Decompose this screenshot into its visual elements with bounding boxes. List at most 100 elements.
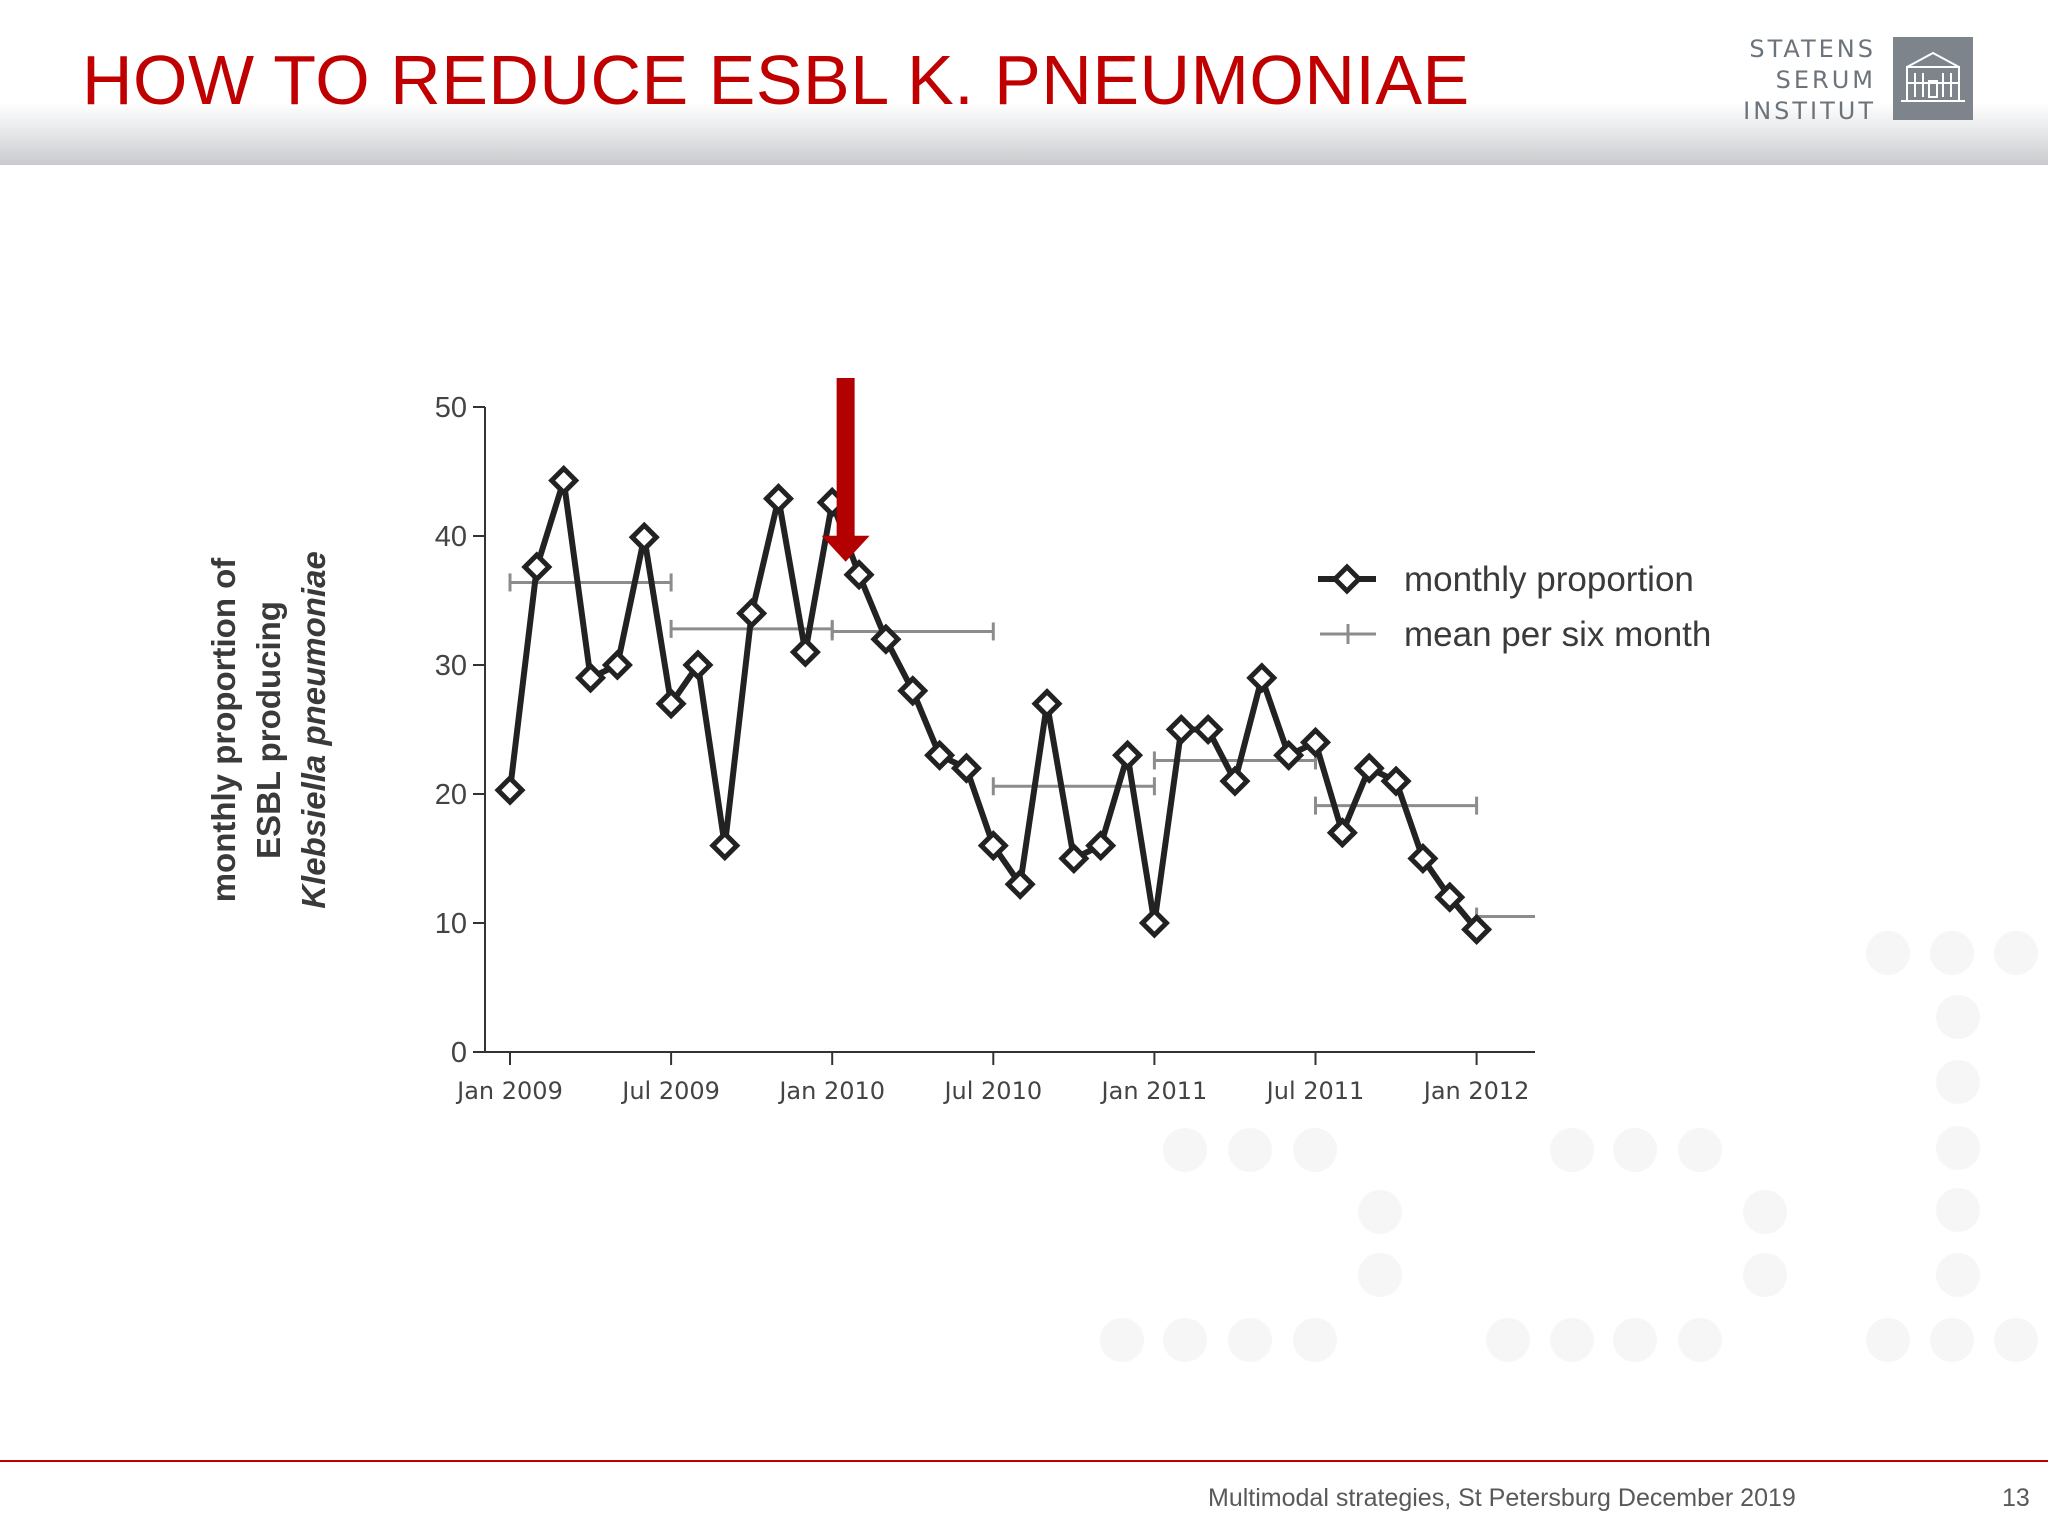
monthly-proportion-point: [897, 675, 929, 707]
monthly-proportion-point: [1434, 881, 1466, 913]
background-dot: [1293, 1128, 1337, 1172]
background-dot: [1936, 995, 1980, 1039]
red-arrow-annotation: [821, 378, 870, 562]
x-tick-label: Jan 2010: [777, 1077, 885, 1105]
monthly-proportion-point: [548, 464, 580, 497]
x-tick-label: Jan 2012: [1422, 1077, 1530, 1105]
monthly-proportion-point: [1407, 842, 1439, 875]
background-dot: [1163, 1318, 1207, 1362]
monthly-proportion-point: [1192, 713, 1224, 746]
mean-segment: [1314, 796, 1479, 815]
monthly-proportion-point: [709, 830, 741, 862]
logo-line-2: SERUM: [1775, 66, 1876, 94]
y-axis-title-line: Klebsiella pneumoniae: [295, 551, 332, 909]
y-tick-label: 10: [435, 908, 467, 940]
monthly-proportion-point: [924, 739, 956, 771]
monthly-proportion-point: [1058, 842, 1090, 875]
monthly-proportion-point: [1299, 726, 1332, 758]
y-tick-label: 30: [435, 650, 467, 682]
building-icon-graphic: [1901, 51, 1965, 102]
mean-segment: [991, 777, 1156, 796]
background-dot: [1743, 1253, 1787, 1297]
legend-entry-monthly: monthly proportion: [1318, 560, 1694, 599]
monthly-proportion-point: [1326, 817, 1358, 849]
background-dot: [1613, 1318, 1657, 1362]
background-dot: [1936, 1253, 1980, 1297]
monthly-proportion-point: [1380, 765, 1412, 797]
background-dot: [1550, 1318, 1594, 1362]
footer-text: Multimodal strategies, St Petersburg Dec…: [1208, 1484, 1796, 1512]
background-dot: [1486, 1318, 1530, 1362]
background-dot: [1163, 1128, 1207, 1172]
monthly-proportion-point: [1004, 868, 1036, 900]
monthly-proportion-point: [1138, 907, 1170, 939]
monthly-proportion-point: [762, 483, 795, 515]
x-tick-label: Jan 2009: [455, 1077, 563, 1105]
monthly-proportion-point: [494, 774, 526, 806]
monthly-proportion-line: [507, 477, 1479, 932]
monthly-proportion-point: [1273, 739, 1305, 771]
monthly-proportion-point: [977, 830, 1009, 862]
logo-line-1: STATENS: [1749, 35, 1876, 63]
x-tick-label: Jul 2011: [1265, 1077, 1365, 1105]
y-tick-label: 20: [435, 779, 467, 811]
background-dot: [1866, 931, 1910, 975]
monthly-proportion-point: [870, 623, 902, 655]
page-number: 13: [2002, 1484, 2030, 1512]
monthly-proportion-point: [575, 662, 607, 694]
monthly-proportion-point: [736, 597, 768, 629]
monthly-proportion-point: [1031, 688, 1063, 720]
monthly-proportion-point: [1112, 739, 1144, 771]
background-dot: [1358, 1253, 1402, 1297]
mean-segment: [830, 622, 995, 641]
red-arrow-shaft: [836, 378, 855, 538]
monthly-proportion-point: [1219, 765, 1251, 797]
footer-divider: [0, 1460, 2048, 1462]
monthly-proportion-point: [843, 559, 875, 591]
background-dot: [1228, 1128, 1272, 1172]
slide-header: HOW TO REDUCE ESBL K. PNEUMONIAE STATENS…: [0, 0, 2048, 165]
x-tick-label: Jan 2011: [1100, 1077, 1208, 1105]
background-dot: [1936, 1126, 1980, 1170]
building-icon: [1893, 37, 1973, 120]
background-dot: [1293, 1318, 1337, 1362]
background-dot: [1613, 1128, 1657, 1172]
legend-label: mean per six month: [1404, 615, 1711, 654]
background-dot: [1228, 1318, 1272, 1362]
background-dot: [1936, 1188, 1980, 1232]
background-dot: [1743, 1190, 1787, 1234]
background-dot: [1866, 1318, 1910, 1362]
y-tick-label: 40: [435, 521, 467, 553]
x-tick-label: Jul 2009: [620, 1077, 720, 1105]
background-dot: [1678, 1128, 1722, 1172]
background-dot: [1994, 1318, 2038, 1362]
slide-title: HOW TO REDUCE ESBL K. PNEUMONIAE: [82, 41, 1470, 119]
background-dot: [1100, 1318, 1144, 1362]
y-axis-title-line: monthly proportion of: [205, 557, 242, 903]
background-dot: [1936, 1060, 1980, 1104]
y-axis-title: monthly proportion of ESBL producing Klebs…: [205, 551, 332, 909]
monthly-proportion-point: [1246, 662, 1278, 694]
monthly-proportion-point: [628, 521, 660, 553]
monthly-proportion-point: [521, 551, 553, 583]
monthly-proportion-point: [1461, 913, 1493, 945]
background-dot: [1358, 1190, 1402, 1234]
logo-line-3: INSTITUT: [1743, 97, 1876, 125]
y-tick-label: 50: [435, 392, 467, 424]
background-dot: [1550, 1128, 1594, 1172]
background-dot: [1994, 931, 2038, 975]
monthly-proportion-point: [655, 688, 687, 720]
monthly-proportion-point: [1165, 713, 1197, 746]
background-dot: [1930, 1318, 1974, 1362]
legend-entry-mean: mean per six month: [1320, 615, 1711, 654]
monthly-proportion-point: [1353, 752, 1385, 784]
red-arrow-head: [821, 535, 870, 562]
monthly-proportion-point: [682, 649, 714, 681]
legend-diamond: [1331, 563, 1363, 595]
logo-text: STATENS SERUM INSTITUT: [1700, 34, 1876, 127]
monthly-proportion-point: [1085, 830, 1117, 862]
background-dot: [1930, 931, 1974, 975]
monthly-proportion-point: [601, 649, 633, 681]
background-dot: [1678, 1318, 1722, 1362]
